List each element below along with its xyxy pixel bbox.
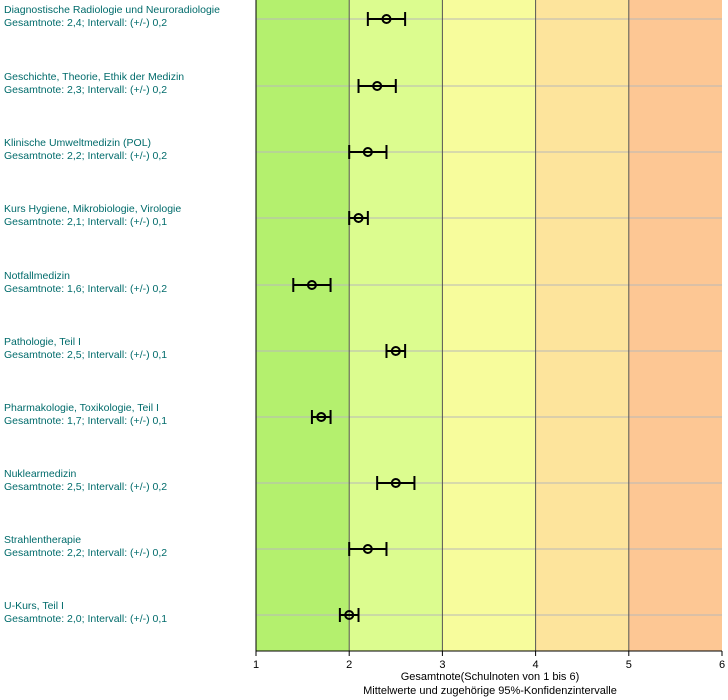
item-name: Kurs Hygiene, Mikrobiologie, Virologie: [4, 203, 181, 215]
x-tick-label: 5: [626, 659, 632, 671]
item-name: Diagnostische Radiologie und Neuroradiol…: [4, 4, 220, 16]
mean-point: [316, 412, 327, 422]
item-detail: Gesamtnote: 2,5; Intervall: (+/-) 0,1: [4, 349, 167, 361]
mean-point: [362, 147, 373, 157]
grade-zone-4: [535, 0, 629, 651]
item-detail: Gesamtnote: 2,3; Intervall: (+/-) 0,2: [4, 84, 167, 96]
item-detail: Gesamtnote: 2,5; Intervall: (+/-) 0,2: [4, 481, 167, 493]
grade-zone-1: [256, 0, 350, 651]
x-axis-subtitle: Mittelwerte und zugehörige 95%-Konfidenz…: [363, 685, 617, 697]
item-name: Klinische Umweltmedizin (POL): [4, 137, 151, 149]
x-tick-label: 4: [533, 659, 539, 671]
item-detail: Gesamtnote: 2,4; Intervall: (+/-) 0,2: [4, 17, 167, 29]
mean-point: [390, 478, 401, 488]
item-name: Pharmakologie, Toxikologie, Teil I: [4, 402, 159, 414]
grade-zone-5: [628, 0, 722, 651]
grade-zones: [256, 0, 722, 651]
item-name: Notfallmedizin: [4, 270, 70, 282]
item-detail: Gesamtnote: 2,0; Intervall: (+/-) 0,1: [4, 613, 167, 625]
x-tick-label: 1: [253, 659, 259, 671]
x-tick-label: 3: [439, 659, 445, 671]
item-name: Strahlentherapie: [4, 534, 81, 546]
item-detail: Gesamtnote: 2,1; Intervall: (+/-) 0,1: [4, 216, 167, 228]
mean-point: [390, 346, 401, 356]
grade-zone-2: [349, 0, 443, 651]
item-labels: Diagnostische Radiologie und Neuroradiol…: [4, 4, 220, 625]
data-marks: [292, 12, 416, 622]
x-axis-title: Gesamtnote(Schulnoten von 1 bis 6): [401, 671, 580, 683]
item-name: Nuklearmedizin: [4, 468, 77, 480]
item-name: U-Kurs, Teil I: [4, 600, 64, 612]
mean-point: [362, 544, 373, 554]
mean-point: [381, 14, 392, 24]
mean-point: [306, 280, 317, 290]
x-axis: 1 2 3 4 5 6: [253, 0, 725, 671]
item-detail: Gesamtnote: 1,7; Intervall: (+/-) 0,1: [4, 415, 167, 427]
mean-point: [344, 610, 355, 620]
x-tick-label: 2: [346, 659, 352, 671]
mean-point: [353, 213, 364, 223]
zone-dividers: [348, 0, 630, 651]
row-gridlines: [256, 18, 722, 616]
grade-zone-3: [442, 0, 536, 651]
item-name: Geschichte, Theorie, Ethik der Medizin: [4, 71, 184, 83]
item-detail: Gesamtnote: 1,6; Intervall: (+/-) 0,2: [4, 283, 167, 295]
item-name: Pathologie, Teil I: [4, 336, 81, 348]
mean-point: [372, 81, 383, 91]
item-detail: Gesamtnote: 2,2; Intervall: (+/-) 0,2: [4, 547, 167, 559]
item-detail: Gesamtnote: 2,2; Intervall: (+/-) 0,2: [4, 150, 167, 162]
x-tick-label: 6: [719, 659, 725, 671]
